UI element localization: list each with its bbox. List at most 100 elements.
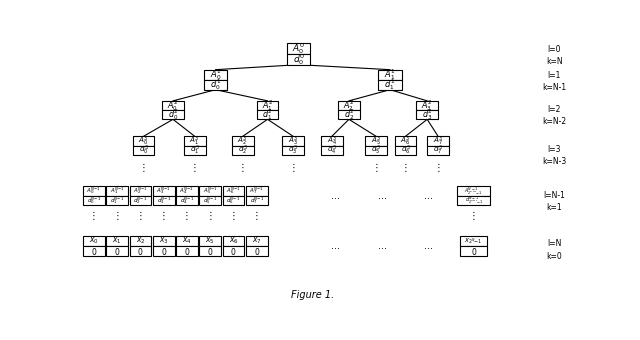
FancyBboxPatch shape <box>257 110 278 119</box>
Text: $A^3_5$: $A^3_5$ <box>371 134 381 148</box>
FancyBboxPatch shape <box>223 195 244 205</box>
FancyBboxPatch shape <box>378 70 402 80</box>
FancyBboxPatch shape <box>199 236 221 246</box>
Text: ...: ... <box>378 190 387 201</box>
FancyBboxPatch shape <box>395 146 417 155</box>
Text: l=0
k=N: l=0 k=N <box>546 45 563 66</box>
FancyBboxPatch shape <box>83 246 105 256</box>
Text: ⋮: ⋮ <box>238 163 248 173</box>
Text: $0$: $0$ <box>91 245 97 256</box>
Text: $d^{N\!-\!1}_4$: $d^{N\!-\!1}_4$ <box>180 195 194 206</box>
Text: $x_4$: $x_4$ <box>182 236 192 246</box>
Text: $A^3_3$: $A^3_3$ <box>288 134 298 148</box>
FancyBboxPatch shape <box>199 186 221 196</box>
FancyBboxPatch shape <box>395 136 417 146</box>
Text: l=2
k=N-2: l=2 k=N-2 <box>542 105 566 126</box>
Text: $d^{N\!-\!1}_1$: $d^{N\!-\!1}_1$ <box>110 195 124 206</box>
Text: $A^3_2$: $A^3_2$ <box>237 134 248 148</box>
Text: ⋮: ⋮ <box>136 210 145 221</box>
Text: $x_7$: $x_7$ <box>252 236 262 246</box>
Text: ⋮: ⋮ <box>252 210 262 221</box>
Text: $A^{N\!-\!1}_7$: $A^{N\!-\!1}_7$ <box>249 186 264 197</box>
FancyBboxPatch shape <box>204 70 227 80</box>
Text: ⋮: ⋮ <box>433 163 443 173</box>
Text: ...: ... <box>424 241 433 251</box>
Text: $A^2_1$: $A^2_1$ <box>262 98 273 113</box>
Text: $A^3_0$: $A^3_0$ <box>138 134 149 148</box>
Text: ⋮: ⋮ <box>139 163 148 173</box>
Text: $x_3$: $x_3$ <box>159 236 168 246</box>
Text: ⋮: ⋮ <box>288 163 298 173</box>
Text: $0$: $0$ <box>470 245 477 256</box>
FancyBboxPatch shape <box>129 186 151 196</box>
Text: $d^3_7$: $d^3_7$ <box>433 143 443 157</box>
Text: ⋮: ⋮ <box>228 210 238 221</box>
FancyBboxPatch shape <box>129 195 151 205</box>
FancyBboxPatch shape <box>338 101 360 110</box>
FancyBboxPatch shape <box>321 136 343 146</box>
Text: $0$: $0$ <box>161 245 167 256</box>
Text: $d^3_1$: $d^3_1$ <box>190 143 200 157</box>
Text: $A^2_2$: $A^2_2$ <box>343 98 355 113</box>
Text: $d^{N\!-\!1}_0$: $d^{N\!-\!1}_0$ <box>87 195 101 206</box>
FancyBboxPatch shape <box>129 236 151 246</box>
Text: $x_0$: $x_0$ <box>89 236 99 246</box>
Text: ...: ... <box>332 190 340 201</box>
FancyBboxPatch shape <box>458 186 490 196</box>
Text: $d^{N\!-\!1}_5$: $d^{N\!-\!1}_5$ <box>203 195 218 206</box>
Text: $0$: $0$ <box>230 245 237 256</box>
FancyBboxPatch shape <box>428 136 449 146</box>
FancyBboxPatch shape <box>153 195 175 205</box>
Text: l=3
k=N-3: l=3 k=N-3 <box>542 145 566 166</box>
Text: $d^2_1$: $d^2_1$ <box>262 107 273 122</box>
FancyBboxPatch shape <box>184 136 205 146</box>
Text: ⋮: ⋮ <box>182 210 192 221</box>
Text: $d^3_3$: $d^3_3$ <box>288 143 298 157</box>
Text: Figure 1.: Figure 1. <box>291 290 334 300</box>
FancyBboxPatch shape <box>223 236 244 246</box>
Text: l=1
k=N-1: l=1 k=N-1 <box>542 71 566 92</box>
Text: $0$: $0$ <box>207 245 213 256</box>
Text: $d^3_2$: $d^3_2$ <box>238 143 248 157</box>
Text: $d^{N\!-\!1}_6$: $d^{N\!-\!1}_6$ <box>227 195 241 206</box>
FancyBboxPatch shape <box>417 110 438 119</box>
Text: $A^1_0$: $A^1_0$ <box>210 67 221 82</box>
Text: $A^0_0$: $A^0_0$ <box>292 41 305 56</box>
Text: $d^2_3$: $d^2_3$ <box>422 107 433 122</box>
Text: $d^1_0$: $d^1_0$ <box>210 77 221 92</box>
FancyBboxPatch shape <box>162 110 184 119</box>
Text: $d^{N\!-\!1}_3$: $d^{N\!-\!1}_3$ <box>157 195 171 206</box>
Text: $A^{N\!-\!1}_3$: $A^{N\!-\!1}_3$ <box>156 186 171 197</box>
FancyBboxPatch shape <box>106 195 128 205</box>
FancyBboxPatch shape <box>458 195 490 205</box>
FancyBboxPatch shape <box>153 186 175 196</box>
FancyBboxPatch shape <box>287 54 310 65</box>
FancyBboxPatch shape <box>246 186 268 196</box>
Text: $x_2$: $x_2$ <box>136 236 145 246</box>
Text: $A^{N-1}_{2^{N-1}\!\!-\!1}$: $A^{N-1}_{2^{N-1}\!\!-\!1}$ <box>465 185 483 197</box>
Text: $A^2_0$: $A^2_0$ <box>167 98 179 113</box>
FancyBboxPatch shape <box>460 246 487 256</box>
Text: ⋮: ⋮ <box>89 210 99 221</box>
Text: $0$: $0$ <box>137 245 143 256</box>
Text: l=N-1
k=1: l=N-1 k=1 <box>543 191 565 212</box>
Text: $A^3_7$: $A^3_7$ <box>433 134 444 148</box>
FancyBboxPatch shape <box>199 195 221 205</box>
Text: $d^3_4$: $d^3_4$ <box>327 143 337 157</box>
FancyBboxPatch shape <box>246 195 268 205</box>
FancyBboxPatch shape <box>287 43 310 54</box>
Text: ⋮: ⋮ <box>190 163 200 173</box>
Text: $A^{N\!-\!1}_6$: $A^{N\!-\!1}_6$ <box>226 186 241 197</box>
FancyBboxPatch shape <box>162 101 184 110</box>
Text: $x_6$: $x_6$ <box>228 236 238 246</box>
FancyBboxPatch shape <box>106 236 128 246</box>
FancyBboxPatch shape <box>184 146 205 155</box>
FancyBboxPatch shape <box>106 186 128 196</box>
Text: $0$: $0$ <box>184 245 190 256</box>
FancyBboxPatch shape <box>83 186 105 196</box>
FancyBboxPatch shape <box>176 195 198 205</box>
FancyBboxPatch shape <box>282 146 304 155</box>
FancyBboxPatch shape <box>460 236 487 246</box>
FancyBboxPatch shape <box>378 80 402 90</box>
FancyBboxPatch shape <box>132 146 154 155</box>
